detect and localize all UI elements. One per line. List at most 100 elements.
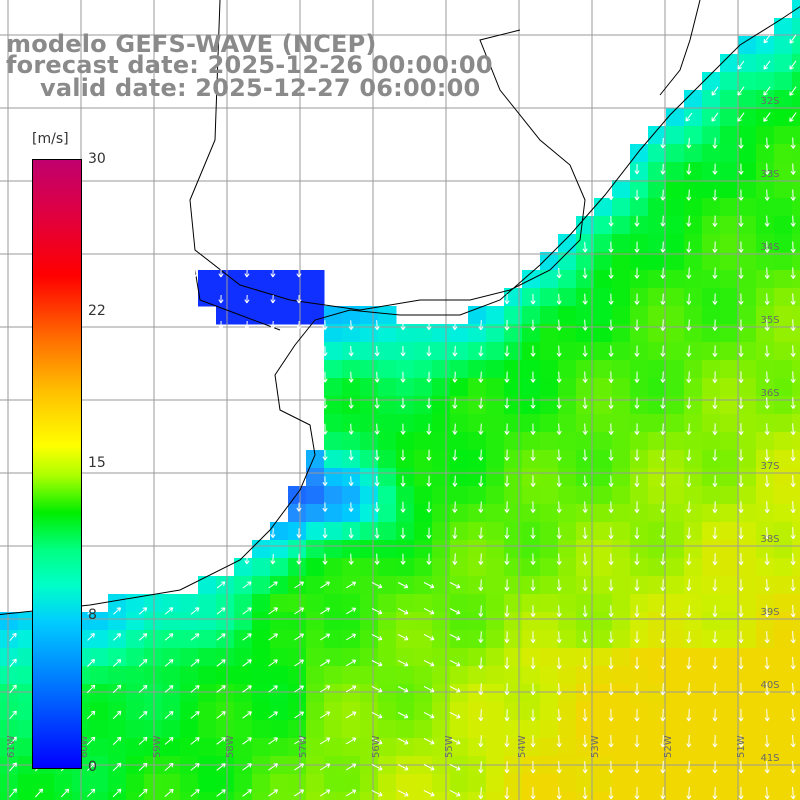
wind-arrow [423,582,435,589]
wind-cell [144,648,163,667]
wind-cell [252,648,271,667]
wind-cell [378,414,397,433]
wind-cell [468,486,487,505]
wind-cell [702,180,721,199]
wind-arrow [268,737,278,745]
wind-cell [504,540,523,559]
wind-arrow [319,789,331,797]
wind-arrow [582,734,588,748]
wind-arrow [556,735,562,748]
wind-cell [198,594,217,613]
wind-cell [378,468,397,487]
wind-cell [396,450,415,469]
wind-arrow [504,449,510,461]
wind-cell [594,720,613,739]
wind-cell [702,684,721,703]
wind-cell [612,792,631,800]
wind-cell [468,522,487,541]
wind-cell [666,576,685,595]
wind-arrow [9,658,17,668]
wind-cell [414,486,433,505]
wind-arrow [608,553,614,565]
wind-cell [612,432,631,451]
wind-arrow [738,631,744,644]
wind-cell [792,414,800,433]
wind-cell [252,558,271,577]
wind-cell [144,684,163,703]
wind-arrow [686,293,692,305]
wind-cell [594,306,613,325]
wind-arrow [764,631,770,644]
wind-arrow [452,475,458,487]
wind-cell [234,306,253,325]
wind-cell [558,630,577,649]
wind-cell [432,702,451,721]
wind-arrow [660,501,666,513]
wind-cell [18,666,37,685]
latitude-label: 33S [760,169,779,180]
wind-cell [576,216,595,235]
wind-cell [306,540,325,559]
wind-cell [774,180,793,199]
wind-cell [378,432,397,451]
wind-cell [684,198,703,217]
wind-cell [324,414,343,433]
wind-cell [180,738,199,757]
wind-cell [522,576,541,595]
wind-cell [792,720,800,739]
wind-arrow [764,215,770,227]
wind-cell [522,648,541,667]
wind-arrow [660,579,666,591]
wind-cell [576,360,595,379]
wind-arrow [582,241,588,253]
wind-cell [522,324,541,343]
wind-cell [630,702,649,721]
wind-arrow [608,267,614,279]
wind-arrow [712,397,718,409]
wind-cell [342,612,361,631]
wind-cell [342,774,361,793]
wind-cell [774,54,793,73]
wind-arrow [790,137,796,149]
wind-cell [756,702,775,721]
wind-arrow [296,528,302,539]
wind-arrow [504,501,510,513]
wind-arrow [712,760,718,774]
wind-cell [774,648,793,667]
wind-arrow [530,786,536,800]
wind-cell [324,630,343,649]
wind-cell [774,792,793,800]
wind-cell [540,486,559,505]
wind-cell [414,468,433,487]
wind-cell [216,270,235,289]
wind-arrow [608,449,614,461]
wind-cell [468,360,487,379]
wind-cell [414,558,433,577]
wind-arrow [242,607,252,615]
wind-arrow [192,294,198,304]
wind-arrow [660,682,666,696]
wind-arrow [738,397,744,409]
wind-cell [666,306,685,325]
wind-cell [612,630,631,649]
wind-arrow [712,605,718,618]
wind-cell [666,468,685,487]
wind-arrow [712,189,718,201]
wind-cell [576,432,595,451]
wind-cell [324,378,343,397]
wind-arrow [686,189,692,201]
wind-cell [792,90,800,109]
wind-cell [162,630,181,649]
wind-cell [198,684,217,703]
wind-arrow [530,683,536,696]
wind-arrow [712,475,718,487]
wind-cell [792,360,800,379]
wind-cell [18,630,37,649]
wind-arrow [582,267,588,279]
wind-cell [792,504,800,523]
wind-cell [792,18,800,37]
wind-cell [414,684,433,703]
wind-arrow [397,712,409,719]
wind-arrow [530,605,536,617]
wind-cell [504,414,523,433]
